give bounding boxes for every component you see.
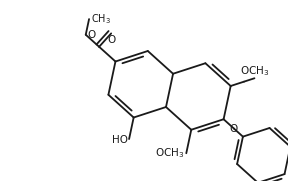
Text: O: O	[229, 124, 237, 134]
Text: OCH$_3$: OCH$_3$	[240, 64, 269, 78]
Text: O: O	[107, 35, 115, 45]
Text: O: O	[88, 30, 96, 40]
Text: OCH$_3$: OCH$_3$	[155, 146, 184, 160]
Text: HO: HO	[112, 135, 128, 145]
Text: CH$_3$: CH$_3$	[91, 12, 111, 26]
